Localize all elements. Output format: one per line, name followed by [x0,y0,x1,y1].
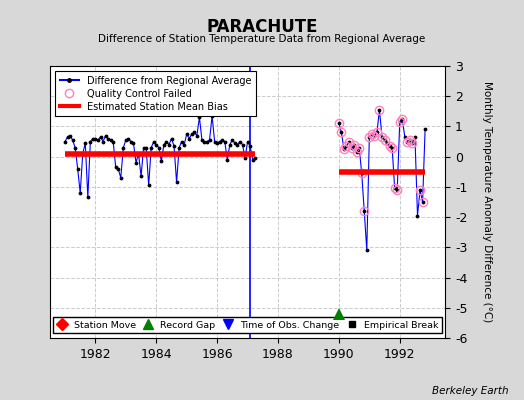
Legend: Station Move, Record Gap, Time of Obs. Change, Empirical Break: Station Move, Record Gap, Time of Obs. C… [53,317,442,333]
Y-axis label: Monthly Temperature Anomaly Difference (°C): Monthly Temperature Anomaly Difference (… [482,81,492,323]
Text: PARACHUTE: PARACHUTE [206,18,318,36]
Text: Berkeley Earth: Berkeley Earth [432,386,508,396]
Text: Difference of Station Temperature Data from Regional Average: Difference of Station Temperature Data f… [99,34,425,44]
